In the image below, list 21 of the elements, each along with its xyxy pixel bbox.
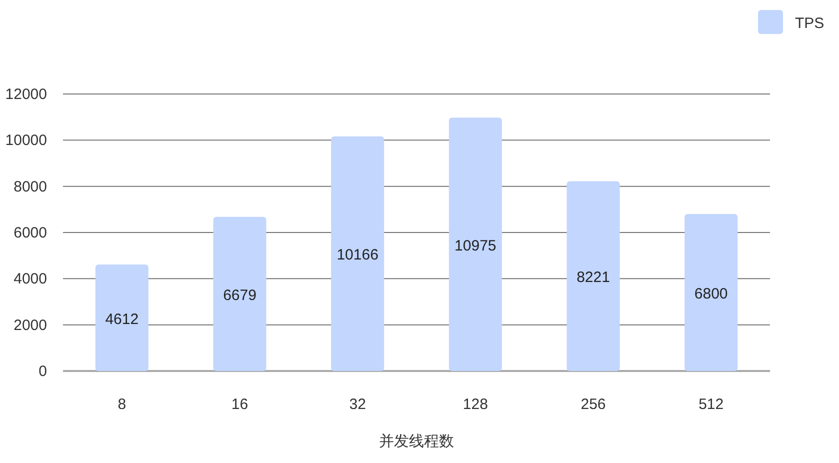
data-label: 10975 <box>454 237 496 254</box>
y-tick-label: 10000 <box>5 132 47 150</box>
data-label: 8221 <box>576 269 610 286</box>
x-tick-label: 32 <box>349 396 366 413</box>
x-axis-title: 并发线程数 <box>379 433 454 450</box>
y-tick-label: 2000 <box>14 316 47 334</box>
data-label: 10166 <box>336 246 378 264</box>
x-tick-label: 8 <box>118 396 126 413</box>
data-label: 6800 <box>694 286 728 303</box>
x-tick-label: 128 <box>462 396 488 413</box>
x-tick-label: 16 <box>231 396 248 413</box>
x-tick-label: 512 <box>698 396 724 413</box>
y-tick-label: 8000 <box>14 178 47 196</box>
y-tick-label: 12000 <box>5 86 47 103</box>
x-tick-label: 256 <box>580 396 606 413</box>
data-label: 4612 <box>105 310 139 328</box>
legend-label: TPS <box>795 15 824 32</box>
y-tick-label: 6000 <box>14 224 47 242</box>
data-label: 6679 <box>223 286 256 304</box>
y-tick-label: 0 <box>38 363 47 380</box>
y-tick-label: 4000 <box>14 270 47 288</box>
